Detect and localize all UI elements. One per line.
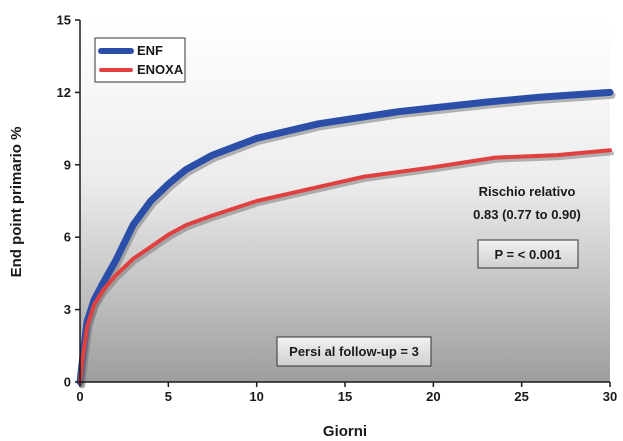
y-tick-label: 0 (64, 375, 71, 390)
y-tick-label: 9 (64, 157, 71, 172)
relative-risk-value: 0.83 (0.77 to 0.90) (473, 207, 581, 222)
y-tick-label: 12 (57, 85, 71, 100)
relative-risk-title: Rischio relativo (479, 184, 576, 199)
series-line-enoxa (78, 148, 612, 384)
pvalue-text: P = < 0.001 (495, 247, 562, 262)
pvalue-box (477, 239, 579, 269)
x-tick-label: 25 (514, 389, 528, 404)
x-tick-label: 10 (249, 389, 263, 404)
lost-followup-box (276, 336, 432, 367)
legend-label-enoxa: ENOXA (137, 62, 184, 77)
x-tick-label: 30 (603, 389, 617, 404)
x-tick-label: 15 (338, 389, 352, 404)
x-axis-title: Giorni (323, 423, 367, 440)
legend-box (94, 37, 186, 83)
x-tick-label: 0 (76, 389, 83, 404)
series-shadow-enoxa (80, 151, 614, 387)
series-layer (76, 88, 616, 389)
tick-labels: 0 3 6 9 12 15 0 5 10 15 20 25 30 (57, 13, 618, 405)
legend-label-enf: ENF (137, 43, 163, 58)
y-tick-label: 3 (64, 302, 71, 317)
y-axis-title: End point primario % (8, 127, 25, 278)
axes (75, 19, 611, 387)
x-tick-label: 5 (165, 389, 172, 404)
y-tick-label: 15 (57, 13, 71, 28)
x-tick-label: 20 (426, 389, 440, 404)
legend: ENF ENOXA (94, 37, 186, 83)
y-tick-label: 6 (64, 230, 71, 245)
lost-followup-text: Persi al follow-up = 3 (289, 344, 419, 359)
